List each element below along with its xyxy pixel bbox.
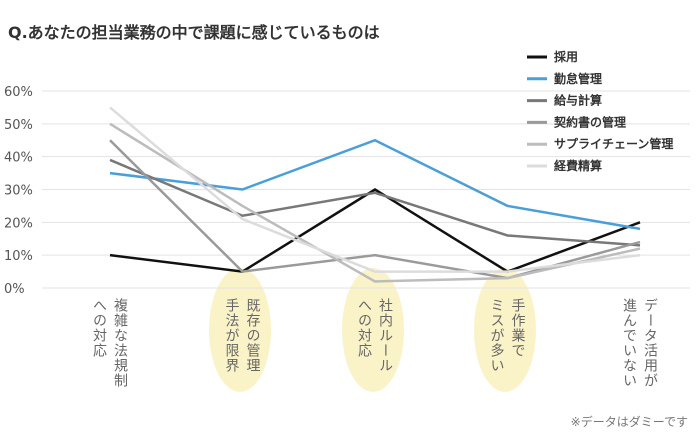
y-tick-label: 10%	[4, 249, 33, 264]
y-tick-label: 30%	[4, 184, 33, 199]
legend-label: 給与計算	[554, 93, 602, 108]
x-tick-label: 社内ルール	[377, 298, 393, 373]
series-line	[109, 188, 641, 273]
highlight	[474, 268, 536, 392]
x-tick-label: への対応	[356, 298, 372, 358]
chart-title: Q.あなたの担当業務の中で課題に感じているものは	[8, 23, 380, 42]
x-tick-label: ミスが多い	[489, 298, 505, 373]
legend-label: 契約書の管理	[553, 114, 626, 129]
legend-label: 採用	[554, 49, 578, 64]
series-line	[109, 122, 641, 283]
y-tick-label: 50%	[4, 118, 33, 133]
x-tick-label: データ活用が	[642, 298, 658, 388]
legend-label: サプライチェーン管理	[554, 136, 673, 151]
y-tick-label: 60%	[4, 85, 33, 100]
y-tick-label: 0%	[4, 282, 25, 297]
series-line	[109, 138, 641, 231]
x-tick-label: 手法が限界	[224, 298, 240, 373]
y-tick-label: 20%	[4, 216, 33, 231]
note: ※データはダミーです	[571, 414, 688, 429]
x-tick-label: 手作業で	[510, 298, 526, 358]
legend-label: 経費精算	[554, 158, 602, 173]
x-tick-label: 進んでいない	[621, 298, 637, 388]
series-line	[109, 106, 641, 273]
legend-label: 勤怠管理	[554, 71, 602, 86]
highlight	[342, 268, 404, 392]
x-tick-label: への対応	[91, 298, 107, 358]
x-tick-label: 複雑な法規制	[112, 297, 128, 388]
y-tick-label: 40%	[4, 151, 33, 166]
highlight	[209, 268, 271, 392]
series-line	[109, 158, 641, 247]
x-tick-label: 既存の管理	[245, 298, 261, 373]
